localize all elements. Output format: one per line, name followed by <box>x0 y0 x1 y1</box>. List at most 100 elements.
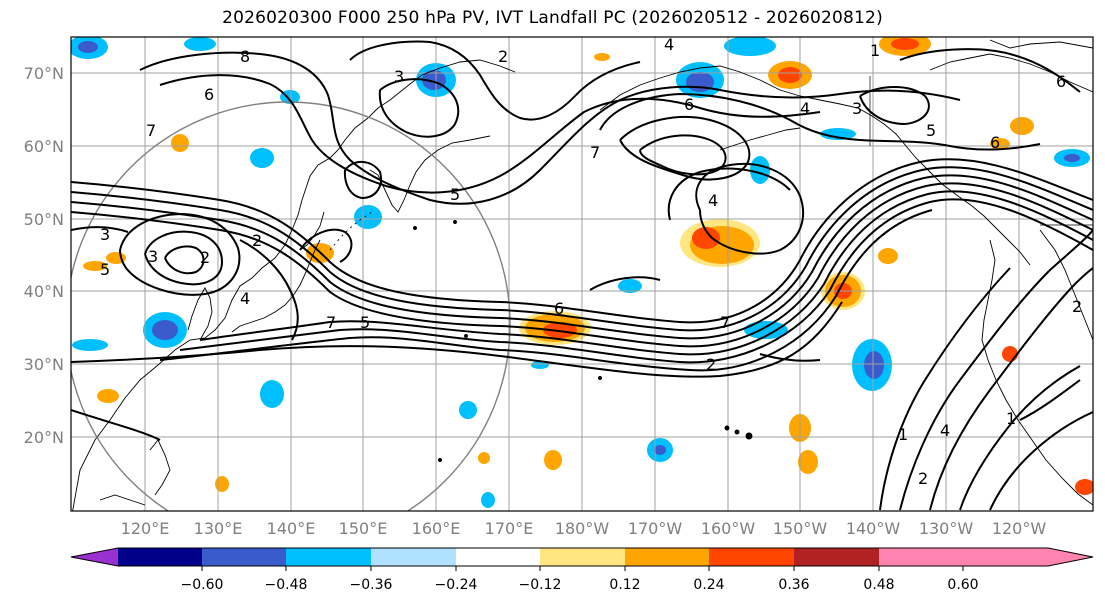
negative-anomaly-patch <box>750 156 770 184</box>
contour-label: 7 <box>590 143 600 162</box>
colorbar-bin <box>625 548 709 566</box>
contour-labels: 8 6 7 3 2 5 4 3 2 2 4 6 3 5 6 7 6 4 3 7 … <box>100 37 1082 488</box>
lat-label-60n: 60°N <box>24 137 64 156</box>
lon-label-180w: 180°W <box>555 519 610 538</box>
lat-label-40n: 40°N <box>24 282 64 301</box>
negative-anomaly-patch <box>820 128 856 140</box>
lon-label-170e: 170°E <box>485 519 534 538</box>
colorbar-extend-left <box>71 548 118 566</box>
colorbar-tick-label: 0.36 <box>778 577 809 593</box>
lon-label-130e: 130°E <box>194 519 243 538</box>
contour-label: 4 <box>940 421 950 440</box>
positive-anomaly-patch <box>1010 117 1034 135</box>
lon-label-120w: 120°W <box>992 519 1047 538</box>
lon-label-150e: 150°E <box>339 519 388 538</box>
negative-anomaly-patch <box>481 492 495 508</box>
positive-anomaly-patch <box>879 37 931 56</box>
negative-anomaly-patch <box>72 339 108 351</box>
contour-label: 1 <box>1006 409 1016 428</box>
positive-anomaly-patch <box>798 450 818 474</box>
contour-label: 4 <box>240 289 250 308</box>
positive-anomaly-patch <box>83 261 107 271</box>
colorbar-tick-label: −0.24 <box>435 577 478 593</box>
latitude-labels: 70°N 60°N 50°N 40°N 30°N 20°N <box>24 64 64 447</box>
colorbar-extend-right <box>963 548 1093 566</box>
contour-label: 6 <box>684 95 694 114</box>
lon-label-160e: 160°E <box>412 519 461 538</box>
colorbar-bin <box>456 548 540 566</box>
negative-anomaly-patch <box>618 279 642 293</box>
contour-label: 5 <box>360 313 370 332</box>
contour-label: 5 <box>926 121 936 140</box>
negative-anomaly-patch <box>1054 149 1090 167</box>
contour-label: 2 <box>200 248 210 267</box>
contour-label: 1 <box>898 425 908 444</box>
negative-anomaly-patch <box>184 37 216 51</box>
positive-anomaly-patch <box>594 53 610 61</box>
contour-label: 4 <box>800 99 810 118</box>
contour-label: 6 <box>554 299 564 318</box>
lon-label-170w: 170°W <box>628 519 683 538</box>
contour-label: 2 <box>498 47 508 66</box>
contour-label: 7 <box>146 121 156 140</box>
colorbar-tick-label: −0.12 <box>519 577 562 593</box>
positive-anomaly-patch <box>990 138 1010 150</box>
contour-label: 2 <box>1072 297 1082 316</box>
negative-anomaly-patch <box>71 37 108 59</box>
contour-label: 2 <box>918 469 928 488</box>
contour-label: 4 <box>708 191 718 210</box>
lat-label-50n: 50°N <box>24 210 64 229</box>
lon-label-140e: 140°E <box>267 519 316 538</box>
contour-label: 2 <box>706 355 716 374</box>
pv-contours <box>71 40 1093 511</box>
positive-anomaly-patch <box>171 134 189 152</box>
negative-anomaly-patch <box>459 401 477 419</box>
positive-anomaly-patch <box>478 452 490 464</box>
contour-label: 5 <box>450 185 460 204</box>
negative-anomaly-patch <box>143 312 187 348</box>
colorbar-bin <box>118 548 202 566</box>
negative-anomaly-patch <box>676 62 724 98</box>
graticule <box>71 37 1093 511</box>
contour-label: 6 <box>204 85 214 104</box>
positive-anomaly-patch <box>1075 479 1093 495</box>
lon-label-120e: 120°E <box>121 519 170 538</box>
negative-anomaly-patch <box>647 438 673 462</box>
longitude-labels: 120°E 130°E 140°E 150°E 160°E 170°E 180°… <box>121 519 1047 538</box>
colorbar-tick-label: 0.12 <box>609 577 640 593</box>
contour-label: 3 <box>100 225 110 244</box>
contour-label: 3 <box>148 247 158 266</box>
negative-anomaly-patch <box>852 339 892 391</box>
negative-anomaly-patch <box>744 321 788 339</box>
lon-label-140w: 140°W <box>846 519 901 538</box>
negative-anomaly-patch <box>354 205 382 229</box>
positive-anomaly-patch <box>768 61 812 89</box>
colorbar-bin <box>286 548 371 566</box>
positive-anomaly-patch <box>1002 346 1018 362</box>
colorbar-bin <box>709 548 794 566</box>
lon-label-150w: 150°W <box>773 519 828 538</box>
colorbar-outline <box>70 547 1094 567</box>
colorbar: −0.60 −0.48 −0.36 −0.24 −0.12 0.12 0.24 … <box>70 547 1094 593</box>
contour-label: 2 <box>252 231 262 250</box>
contour-label: 6 <box>1056 72 1066 91</box>
contour-label: 3 <box>852 99 862 118</box>
colorbar-bin <box>879 548 963 566</box>
contour-label: 6 <box>990 133 1000 152</box>
negative-anomaly-patch <box>531 361 549 369</box>
contour-label: 7 <box>720 313 730 332</box>
map-title: 2026020300 F000 250 hPa PV, IVT Landfall… <box>222 8 883 28</box>
contour-label: 1 <box>870 41 880 60</box>
positive-anomaly-patch <box>878 248 898 264</box>
contour-label: 5 <box>100 260 110 279</box>
colorbar-bin <box>794 548 879 566</box>
region-circle <box>71 101 511 511</box>
colorbar-tick-label: 0.60 <box>947 577 978 593</box>
contour-label: 7 <box>326 313 336 332</box>
lon-label-130w: 130°W <box>919 519 974 538</box>
colorbar-ticks <box>201 566 964 571</box>
colorbar-tick-label: −0.48 <box>265 577 308 593</box>
colorbar-bin <box>540 548 625 566</box>
positive-anomaly-patch <box>215 476 229 492</box>
